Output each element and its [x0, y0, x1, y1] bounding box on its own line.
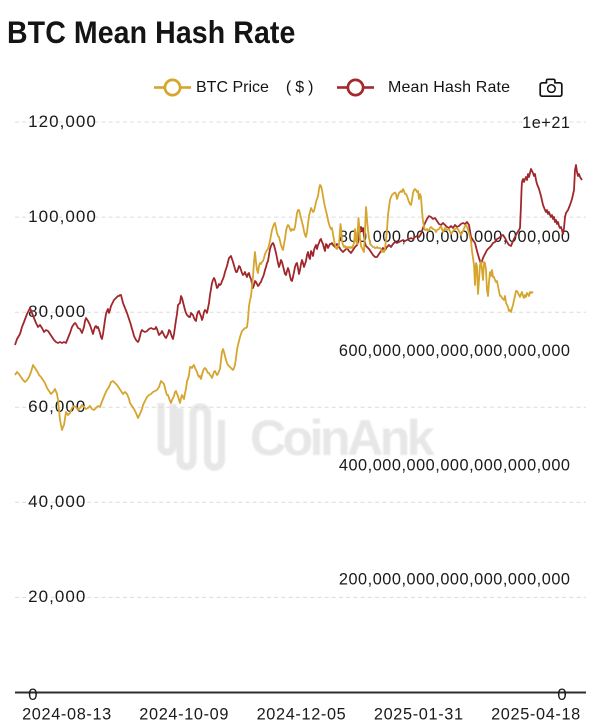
svg-text:800,000,000,000,000,000,000: 800,000,000,000,000,000,000: [339, 228, 571, 246]
svg-text:0: 0: [557, 685, 568, 704]
svg-text:CoinAnk: CoinAnk: [250, 410, 435, 466]
svg-text:200,000,000,000,000,000,000: 200,000,000,000,000,000,000: [339, 570, 571, 588]
svg-text:0: 0: [28, 685, 39, 704]
svg-text:1e+21: 1e+21: [522, 114, 570, 132]
svg-text:2024-10-09: 2024-10-09: [139, 706, 229, 724]
svg-text:120,000: 120,000: [28, 112, 97, 131]
svg-text:2025-04-18: 2025-04-18: [491, 706, 581, 724]
svg-text:100,000: 100,000: [28, 207, 97, 226]
svg-text:400,000,000,000,000,000,000: 400,000,000,000,000,000,000: [339, 456, 571, 474]
svg-text:2024-12-05: 2024-12-05: [257, 706, 347, 724]
svg-text:2025-01-31: 2025-01-31: [374, 706, 464, 724]
svg-text:2024-08-13: 2024-08-13: [22, 706, 112, 724]
svg-text:40,000: 40,000: [28, 492, 86, 511]
svg-text:80,000: 80,000: [28, 302, 86, 321]
svg-text:20,000: 20,000: [28, 587, 86, 606]
svg-text:600,000,000,000,000,000,000: 600,000,000,000,000,000,000: [339, 342, 571, 360]
